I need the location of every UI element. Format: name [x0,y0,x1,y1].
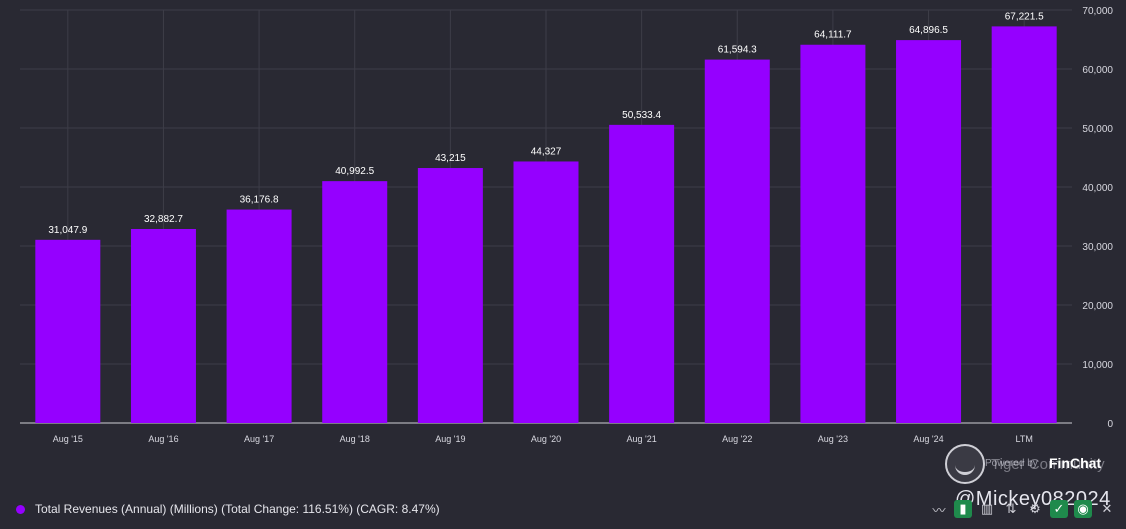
brand-area: Powered by Tiger Community FinChat [945,444,1115,484]
data-label: 67,221.5 [1005,11,1044,22]
bar-3[interactable] [322,181,388,423]
y-tick-label: 50,000 [1082,124,1113,135]
bar-1[interactable] [130,228,196,423]
chart-toolbar: 〰 ▮ ▥ ⇅ ⚙ ✓ ◉ ✕ [930,500,1116,518]
check-icon[interactable]: ✓ [1050,500,1068,518]
x-tick-label: Aug '15 [53,434,83,444]
data-label: 32,882.7 [144,214,183,225]
eye-icon[interactable]: ◉ [1074,500,1092,518]
legend-label: Total Revenues (Annual) (Millions) (Tota… [35,502,440,516]
log-scale-icon[interactable]: ⇅ [1005,501,1017,516]
data-label: 61,594.3 [718,45,757,56]
x-tick-label: LTM [1016,434,1033,444]
y-tick-label: 70,000 [1082,6,1113,17]
y-tick-label: 30,000 [1082,242,1113,253]
data-label: 50,533.4 [622,110,661,121]
legend-swatch [16,504,25,514]
data-label: 44,327 [531,146,562,157]
bar-7[interactable] [704,59,770,424]
x-tick-label: Aug '21 [627,434,657,444]
x-tick-label: Aug '24 [913,434,943,444]
close-icon[interactable]: ✕ [1101,501,1113,516]
x-tick-label: Aug '18 [340,434,370,444]
bar-chart-icon[interactable]: ▮ [954,500,972,518]
y-tick-label: 10,000 [1082,360,1113,371]
bar-9[interactable] [896,40,962,423]
powered-by-text: Powered by [985,458,1038,469]
data-label: 64,896.5 [909,25,948,36]
x-tick-label: Aug '22 [722,434,752,444]
bar-8[interactable] [800,44,866,424]
y-tick-label: 60,000 [1082,65,1113,76]
y-tick-label: 0 [1107,419,1113,430]
finchat-logo: FinChat [1049,455,1102,471]
community-watermark: Tiger Community [991,456,1105,473]
column-chart-icon[interactable]: ▥ [980,501,994,516]
x-tick-label: Aug '23 [818,434,848,444]
y-tick-label: 40,000 [1082,183,1113,194]
settings-icon[interactable]: ⚙ [1029,501,1041,516]
user-watermark: @Mickey082024 [955,488,1111,510]
data-label: 36,176.8 [240,195,279,206]
legend[interactable]: Total Revenues (Annual) (Millions) (Tota… [16,502,440,516]
bar-10[interactable] [991,26,1057,423]
x-tick-label: Aug '19 [435,434,465,444]
bar-2[interactable] [226,209,292,423]
bar-5[interactable] [513,161,579,423]
bar-4[interactable] [417,168,483,423]
x-tick-label: Aug '20 [531,434,561,444]
data-label: 40,992.5 [335,166,374,177]
bar-6[interactable] [609,124,675,424]
data-label: 43,215 [435,153,466,164]
bar-0[interactable] [35,239,101,423]
x-tick-label: Aug '17 [244,434,274,444]
y-tick-label: 20,000 [1082,301,1113,312]
data-label: 31,047.9 [48,225,87,236]
x-tick-label: Aug '16 [148,434,178,444]
data-label: 64,111.7 [814,30,852,41]
tiger-logo-icon [945,444,985,484]
line-chart-icon[interactable]: 〰 [932,502,946,518]
